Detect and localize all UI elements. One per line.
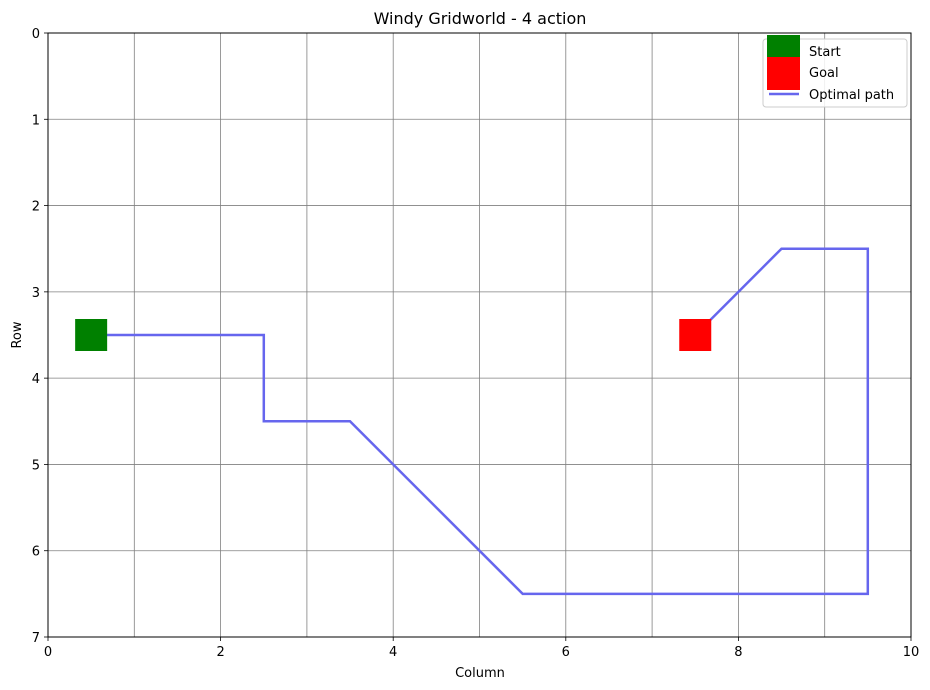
legend-goal-swatch [767, 57, 800, 90]
legend-path-label: Optimal path [809, 88, 894, 103]
marker-layer [75, 319, 712, 351]
chart-title: Windy Gridworld - 4 action [374, 9, 587, 28]
x-tick-label: 6 [562, 645, 570, 660]
y-tick-label: 6 [32, 545, 40, 560]
y-tick-label: 4 [32, 372, 40, 387]
y-tick-label: 5 [32, 458, 40, 473]
x-tick-label: 10 [903, 645, 920, 660]
x-tick-label: 8 [734, 645, 742, 660]
legend-goal-label: Goal [809, 66, 839, 81]
plot-frame [47, 32, 912, 638]
y-tick-label: 7 [32, 631, 40, 646]
x-tick-label: 2 [216, 645, 224, 660]
legend-start-label: Start [809, 45, 841, 60]
y-tick-label: 3 [32, 286, 40, 301]
legend: Start Goal Optimal path [762, 35, 908, 108]
x-tick-label: 4 [389, 645, 397, 660]
y-tick-label: 0 [32, 27, 40, 42]
start-marker [75, 319, 108, 351]
goal-marker [679, 319, 712, 351]
y-axis-label: Row [10, 321, 25, 348]
x-tick-label: 0 [44, 645, 52, 660]
path-layer [91, 247, 870, 596]
optimal-path-line [91, 247, 870, 596]
x-axis-label: Column [455, 666, 505, 681]
y-tick-label: 1 [32, 113, 40, 128]
y-tick-label: 2 [32, 200, 40, 215]
ticks: 0 2 4 6 8 10 0 1 2 3 4 5 6 7 [32, 27, 920, 660]
